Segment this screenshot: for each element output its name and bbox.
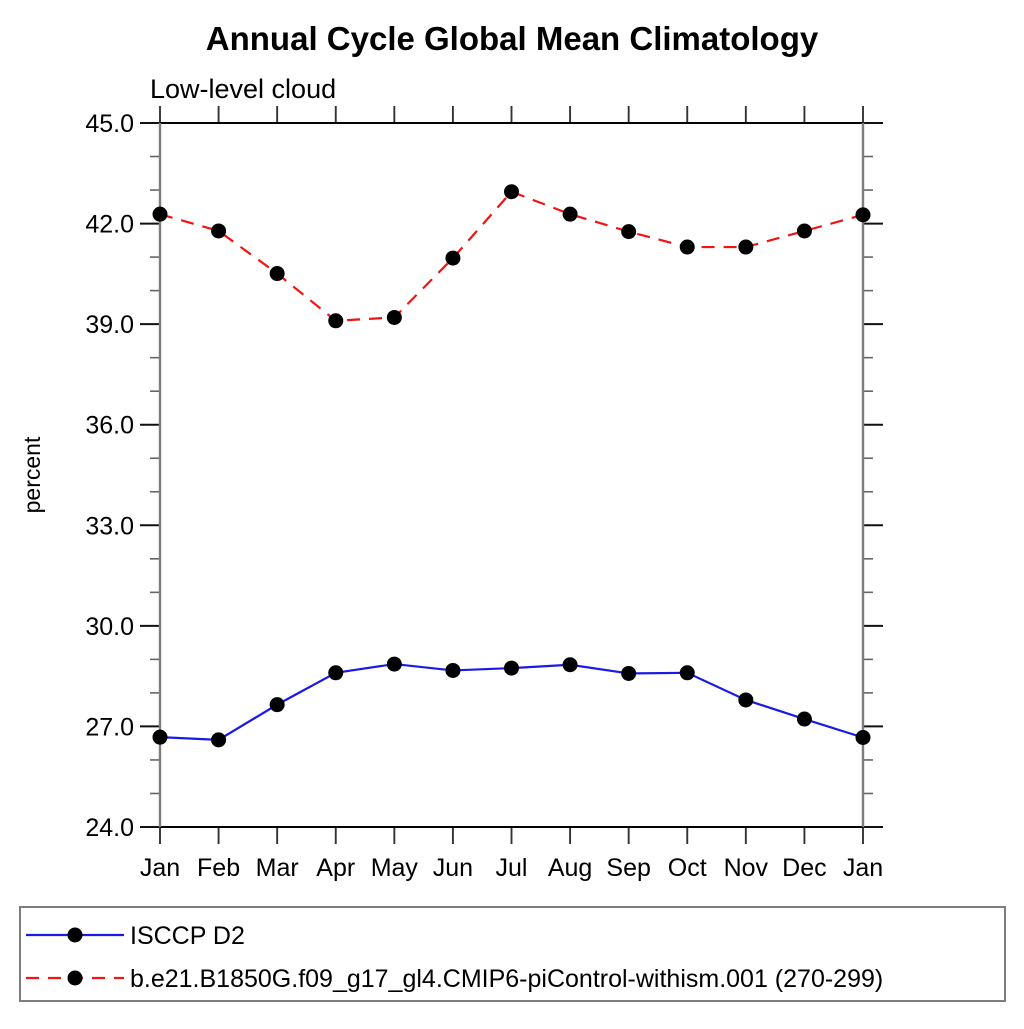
x-tick-label: Mar	[256, 854, 299, 882]
data-point-marker	[621, 665, 637, 681]
data-point-marker	[152, 729, 168, 745]
data-point-marker	[269, 266, 285, 282]
data-point-marker	[562, 206, 578, 222]
x-tick-label: Jun	[433, 854, 473, 882]
data-point-marker	[738, 239, 754, 255]
y-tick-label: 45.0	[85, 110, 134, 138]
x-tick-label: May	[371, 854, 419, 882]
y-tick-label: 39.0	[85, 311, 134, 339]
x-tick-label: Jul	[496, 854, 528, 882]
x-tick-label: Apr	[316, 854, 355, 882]
y-axis-title: percent	[19, 436, 45, 513]
data-point-marker	[738, 692, 754, 708]
y-tick-label: 30.0	[85, 613, 134, 641]
plot-area: 24.0 27.0 30.0 33.0 36.0 39.0 42.0 45.0 Jan Feb Ma…	[85, 106, 883, 882]
data-point-marker	[386, 309, 402, 325]
data-point-marker	[504, 184, 519, 200]
y-tick-label: 33.0	[85, 512, 134, 540]
legend-item-isccp: ISCCP D2	[26, 922, 245, 950]
legend: ISCCP D2 b.e21.B1850G.f09_g17_gl4.CMIP6-…	[19, 906, 1006, 1002]
data-point-marker	[445, 662, 461, 678]
data-point-marker	[679, 239, 695, 255]
chart-title: Annual Cycle Global Mean Climatology	[206, 20, 819, 57]
x-tick-label: Sep	[606, 854, 650, 882]
data-point-marker	[269, 697, 285, 713]
legend-box	[19, 906, 1006, 1002]
x-tick-label: Dec	[782, 854, 826, 882]
data-point-marker	[679, 665, 695, 681]
data-point-marker	[796, 223, 812, 239]
legend-marker-circle-icon	[67, 927, 83, 943]
y-tick-label: 36.0	[85, 412, 134, 440]
legend-label-model: b.e21.B1850G.f09_g17_gl4.CMIP6-piControl…	[130, 965, 883, 993]
series-line-1	[159, 190, 864, 322]
x-tick-label: Aug	[548, 854, 592, 882]
chart-subtitle: Low-level cloud	[150, 74, 336, 104]
y-tick-label: 42.0	[85, 211, 134, 239]
x-tick-label: Feb	[197, 854, 240, 882]
x-tick-label: Jan	[843, 854, 883, 882]
data-point-marker	[386, 656, 402, 672]
data-point-marker	[621, 224, 637, 240]
legend-item-model: b.e21.B1850G.f09_g17_gl4.CMIP6-piControl…	[26, 965, 883, 993]
y-tick-label: 24.0	[85, 814, 134, 842]
x-tick-label: Oct	[668, 854, 707, 882]
data-point-marker	[855, 729, 871, 745]
data-point-marker	[562, 657, 578, 673]
data-point-marker	[328, 313, 344, 329]
data-point-marker	[855, 207, 871, 223]
x-tick-label: Jan	[140, 854, 180, 882]
legend-marker-circle-icon	[67, 970, 83, 986]
data-point-marker	[445, 250, 461, 266]
data-point-marker	[211, 732, 227, 748]
legend-label-isccp: ISCCP D2	[130, 922, 245, 950]
y-tick-label: 27.0	[85, 713, 134, 741]
data-point-marker	[211, 223, 227, 239]
data-point-marker	[328, 665, 344, 681]
data-point-marker	[152, 206, 168, 222]
data-point-marker	[796, 711, 812, 727]
x-tick-label: Nov	[724, 854, 769, 882]
data-point-marker	[504, 660, 519, 676]
